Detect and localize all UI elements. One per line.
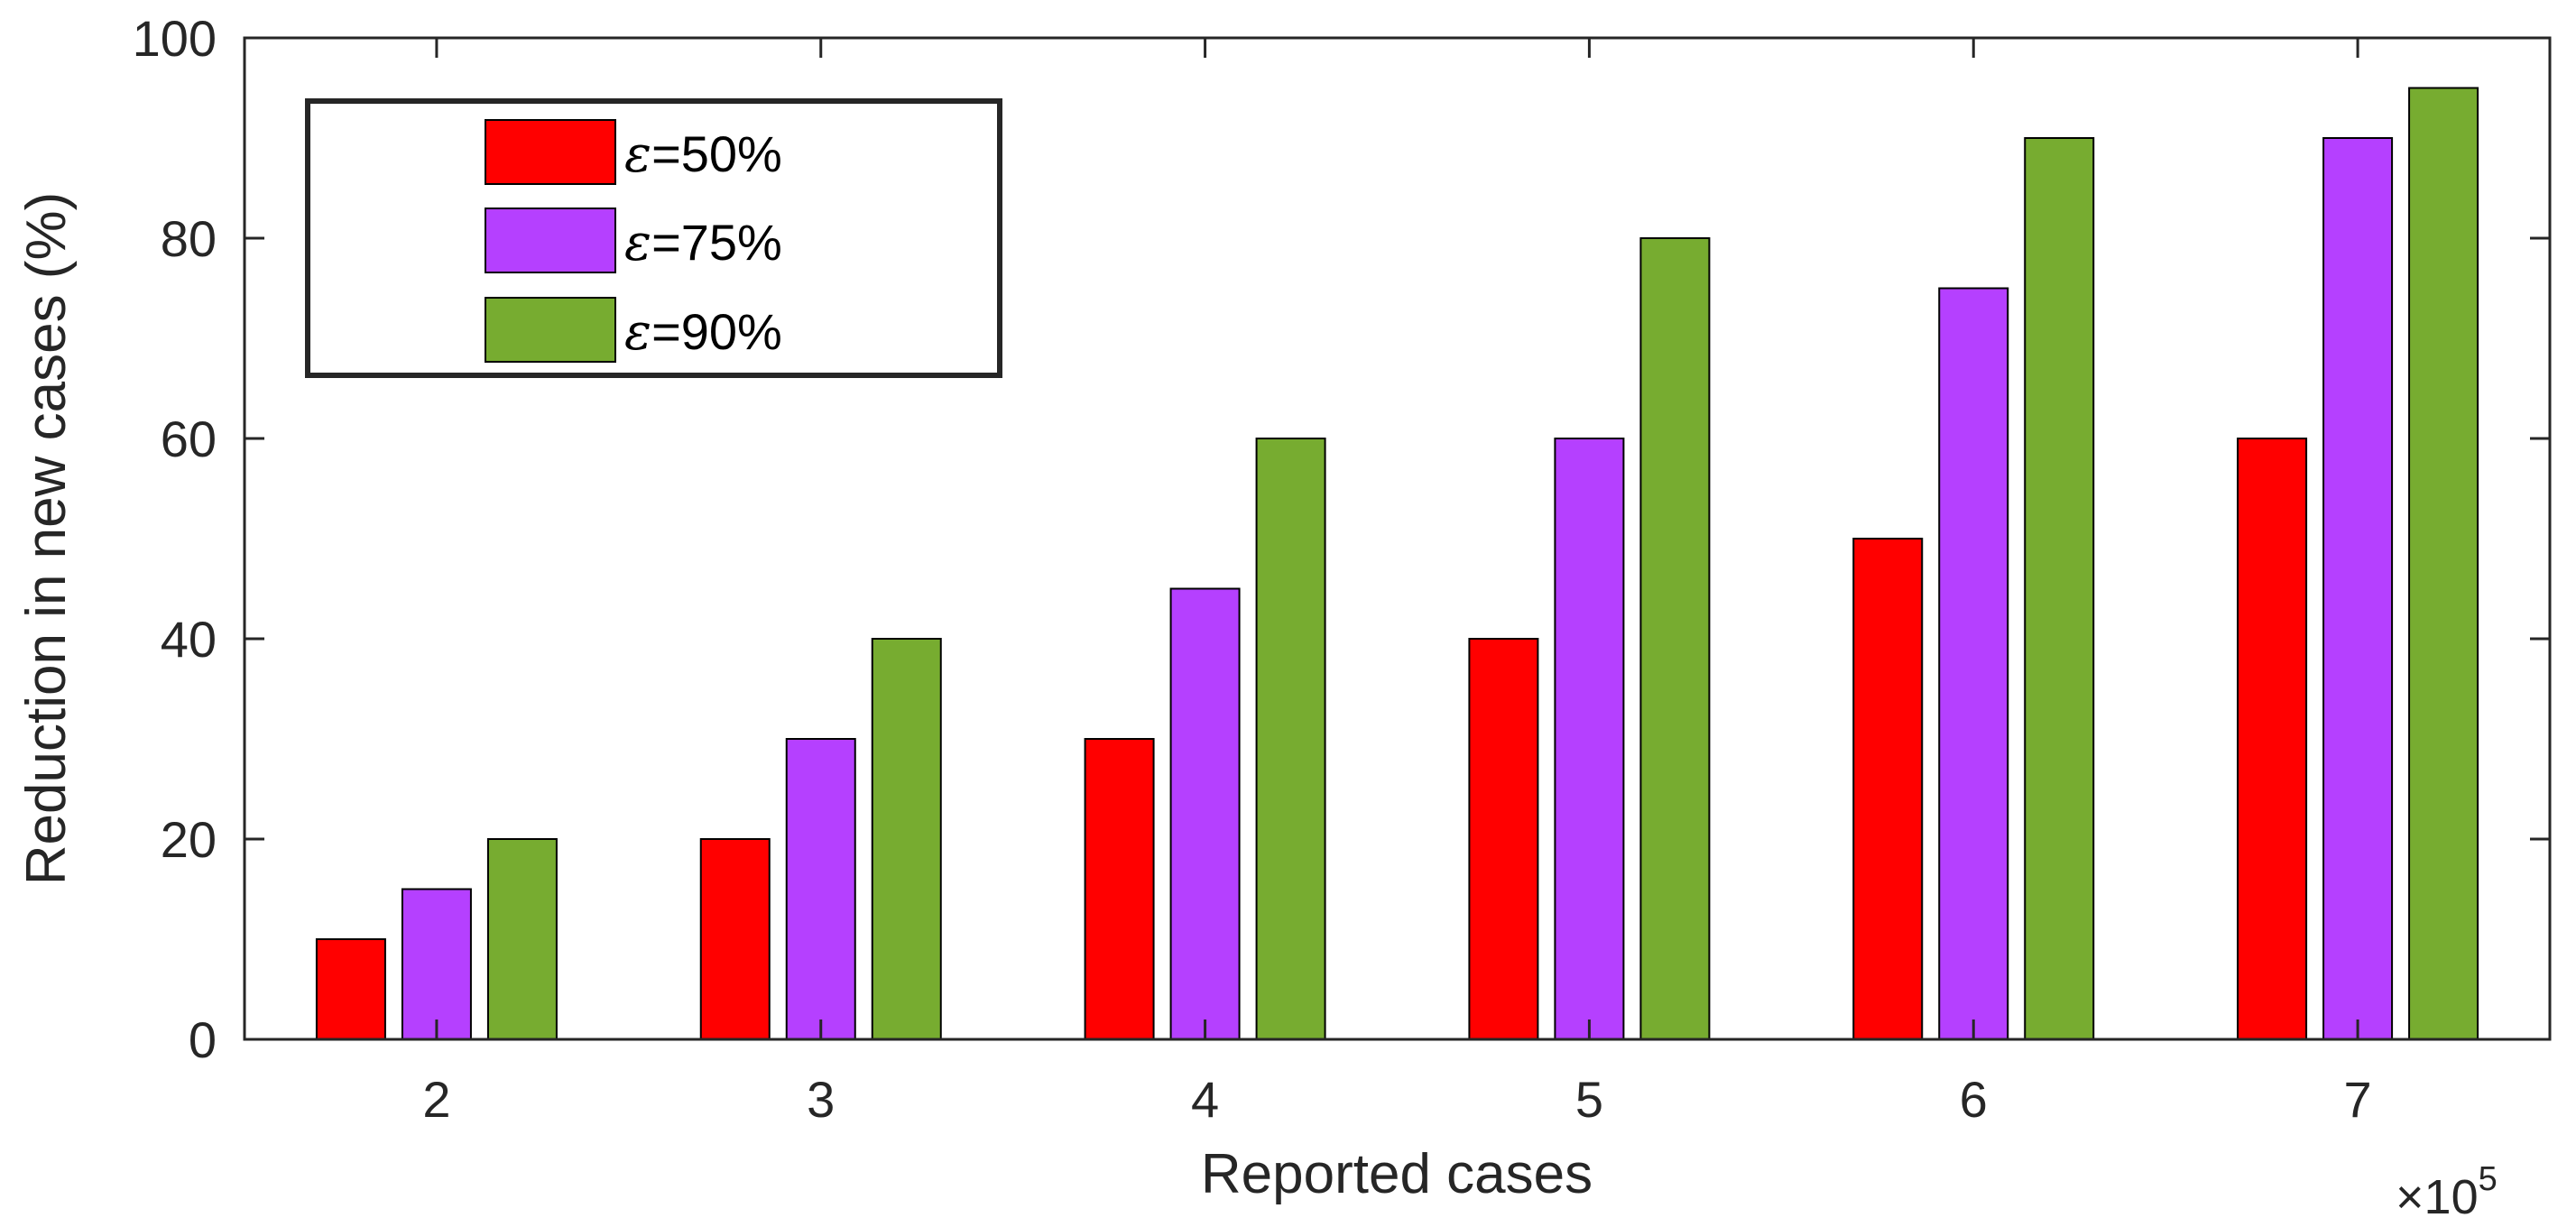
legend-swatch-eps-75 (485, 208, 616, 273)
bar-eps-50-x2 (315, 938, 386, 1040)
y-tick-label-20: 20 (161, 811, 217, 868)
y-tick-label-60: 60 (161, 411, 217, 467)
legend-box (305, 98, 1002, 378)
bars-group (315, 87, 2479, 1040)
bar-eps-90-x5 (1639, 237, 1711, 1040)
legend-label-eps-75: ε=75% (624, 214, 782, 272)
bar-eps-75-x4 (1169, 587, 1241, 1040)
x-axis-multiplier-base: ×10 (2396, 1170, 2479, 1224)
y-tick-label-0: 0 (189, 1011, 217, 1068)
legend-swatch-eps-50 (485, 119, 616, 185)
x-tick-label-2: 2 (422, 1071, 450, 1128)
bar-eps-75-x5 (1554, 438, 1625, 1040)
bar-eps-75-x2 (401, 888, 472, 1040)
bar-eps-75-x3 (785, 738, 856, 1040)
legend-label-eps-90: ε=90% (624, 303, 782, 362)
bar-eps-50-x5 (1468, 638, 1539, 1040)
ticks-group (245, 36, 2550, 1041)
legend-epsilon-symbol: ε (624, 214, 651, 272)
bar-eps-90-x7 (2408, 87, 2479, 1040)
x-tick-label-5: 5 (1575, 1071, 1603, 1128)
bar-eps-90-x3 (871, 638, 942, 1040)
y-tick-label-100: 100 (133, 10, 217, 67)
bar-eps-50-x4 (1084, 738, 1155, 1040)
axes-box (243, 36, 2552, 1041)
y-tick-label-40: 40 (161, 611, 217, 668)
bar-eps-50-x6 (1852, 538, 1924, 1040)
x-tick-label-4: 4 (1191, 1071, 1219, 1128)
legend: ε=50% ε=75% ε=90% (305, 98, 1002, 378)
legend-epsilon-symbol: ε (624, 303, 651, 362)
bar-eps-90-x2 (486, 838, 558, 1040)
x-tick-label-7: 7 (2344, 1071, 2372, 1128)
x-tick-label-3: 3 (807, 1071, 835, 1128)
x-axis-title: Reported cases (1201, 1143, 1593, 1205)
y-tick-label-80: 80 (161, 210, 217, 267)
legend-label-eps-50: ε=50% (624, 125, 782, 184)
bar-eps-90-x6 (2024, 137, 2095, 1040)
bar-eps-75-x7 (2322, 137, 2394, 1040)
legend-value-text: =75% (651, 214, 782, 271)
x-axis-multiplier-exponent: 5 (2479, 1160, 2498, 1198)
tick-labels-group: 2 3 4 5 6 7 0 20 40 60 80 100 (133, 10, 2372, 1128)
legend-value-text: =50% (651, 125, 782, 182)
bar-eps-75-x6 (1938, 287, 2009, 1040)
y-axis-title: Reduction in new cases (%) (15, 192, 78, 885)
bar-eps-50-x3 (699, 838, 771, 1040)
legend-epsilon-symbol: ε (624, 125, 651, 184)
legend-swatch-eps-90 (485, 297, 616, 363)
bar-eps-50-x7 (2237, 438, 2308, 1040)
bar-eps-90-x4 (1255, 438, 1326, 1040)
x-tick-label-6: 6 (1960, 1071, 1988, 1128)
legend-value-text: =90% (651, 303, 782, 360)
x-axis-multiplier: ×105 (2396, 1160, 2498, 1224)
